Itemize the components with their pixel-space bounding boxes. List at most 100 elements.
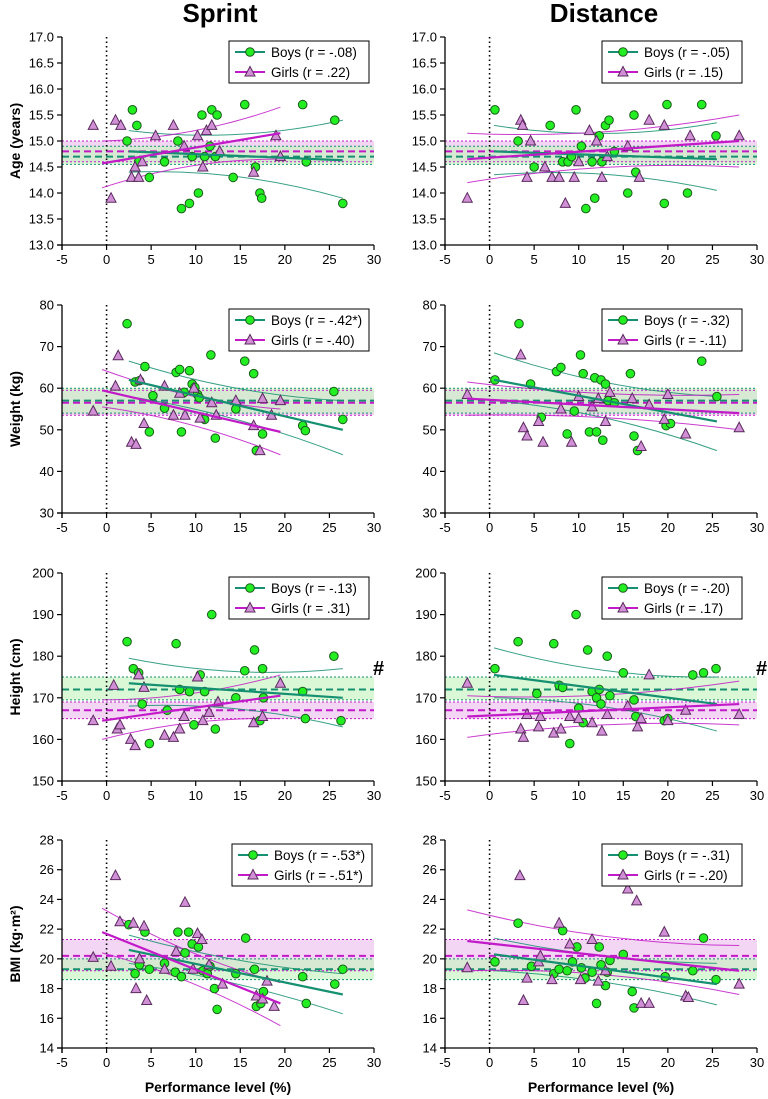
boys-data-point [562,429,572,439]
x-tick-label: 0 [486,788,493,803]
boys-data-point [490,663,500,674]
x-tick-label: 15 [233,1055,247,1070]
girls-data-point [643,668,655,680]
girls-data-point [132,170,145,182]
boys-regression-line [493,953,718,986]
boys-data-point [173,927,183,937]
boys-data-point [629,695,639,705]
girls-data-point [633,170,646,182]
y-tick-label: 13.5 [412,212,437,227]
y-tick-label: 24 [40,892,54,907]
girls-data-point [662,387,674,399]
boys-data-point [173,136,183,146]
x-tick-label: 20 [661,1055,675,1070]
x-tick-label: 15 [233,252,247,267]
boys-data-point [183,927,194,937]
girls-data-point [167,730,180,742]
girls-regression-line [101,931,281,1005]
girls-legend-label: Girls (r = .17) [644,601,723,616]
girls-legend-marker [244,333,256,345]
y-tick-label: 14.0 [29,186,54,201]
boys-legend-label: Boys (r = -.05) [644,45,730,60]
boys-confidence-curve [493,172,717,191]
x-tick-label: 0 [486,252,493,267]
boys-data-point [688,670,698,680]
girls-data-point [114,915,126,927]
girls-data-point [621,882,634,894]
girls-data-point [179,895,191,907]
y-tick-label: 60 [40,381,54,396]
girls-data-point [586,932,598,945]
girls-data-point [114,718,126,730]
y-tick-label: 60 [423,381,437,396]
legend: Boys (r = -.42*) Girls (r = -.40) [228,308,370,352]
x-tick-label: 10 [571,520,585,535]
y-tick-label: 200 [415,566,437,581]
boys-data-point [148,390,158,401]
y-tick-label: 16.5 [29,56,54,71]
girls-data-point [109,379,122,391]
girls-data-point [733,707,745,719]
boys-data-point [578,368,588,379]
x-tick-label: 5 [148,1055,155,1070]
girls-data-point [658,925,671,937]
y-tick-label: 160 [32,732,54,747]
x-tick-label: 25 [322,1055,336,1070]
girls-data-point [521,429,533,441]
girls-data-point [635,712,647,724]
girls-data-point [563,937,576,949]
boys-data-point [571,105,581,115]
significance-hash-mark: # [373,658,384,680]
y-tick-label: 18 [423,981,437,996]
girls-data-point [197,160,209,172]
x-tick-label: 25 [322,788,336,803]
girls-data-point [158,962,171,974]
x-tick-label: 5 [148,788,155,803]
boys-legend-marker [618,583,628,593]
boys-data-point [589,193,600,203]
girls-data-point [631,720,644,732]
girls-data-point [662,714,674,726]
girls-data-point [514,722,527,734]
girls-regression-line [467,139,740,161]
boys-data-point [206,350,216,360]
boys-legend-marker [248,850,258,860]
boys-data-point [582,645,593,655]
boys-confidence-curve [128,657,343,673]
girls-confidence-curve [467,381,740,396]
legend: Boys (r = -.13) Girls (r = .31) [228,576,370,620]
girls-data-point [517,730,530,742]
x-tick-label: 25 [705,788,719,803]
boys-data-point [189,720,199,730]
x-tick-label: 0 [103,1055,110,1070]
x-tick-label: 30 [750,252,764,267]
y-tick-label: 40 [40,464,54,479]
boys-data-point [591,427,602,437]
girls-data-point [130,437,142,449]
boys-data-point [698,668,709,678]
boys-data-point [338,964,348,975]
girls-data-point [524,134,537,146]
x-tick-label: -5 [56,252,68,267]
legend: Boys (r = -.20) Girls (r = .17) [601,576,743,620]
boys-data-point [329,651,339,662]
y-tick-label: 26 [40,862,54,877]
boys-data-point [575,350,586,360]
significance-hash-mark: # [756,658,767,680]
girls-data-point [586,716,598,728]
boys-data-point [548,638,559,649]
girls-data-point [514,348,527,360]
boys-confidence-curve [128,962,343,1015]
girls-regression-line [101,694,281,722]
girls-data-point [124,732,137,744]
x-tick-label: 10 [571,788,585,803]
y-tick-label: 16 [40,1011,54,1026]
boys-data-point [605,690,615,701]
x-tick-label: 25 [322,252,336,267]
panel-distance-height: 150 160 170 180 190 200 -5 0 5 10 15 20 25 30 # Boys (r… [415,566,767,804]
girls-confidence-curve [467,414,740,431]
x-tick-label: -5 [56,1055,68,1070]
girls-data-point [105,191,117,203]
girls-data-point [596,724,608,736]
y-tick-label: 22 [40,922,54,937]
